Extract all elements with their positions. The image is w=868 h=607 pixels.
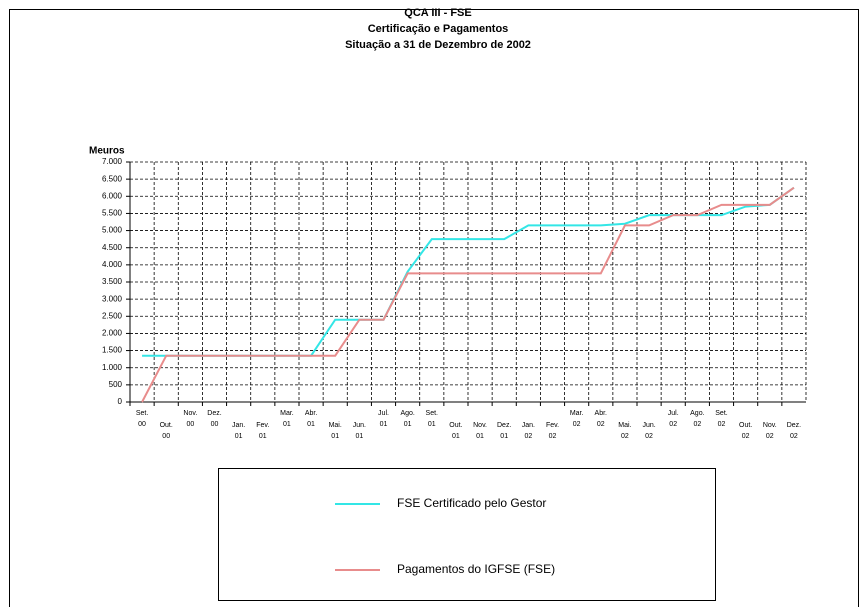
chart-title: QCA III - FSE [404,7,471,19]
y-tick-label: 0 [118,397,123,406]
x-tick-label: Jun. 01 [352,422,366,440]
x-tick-label: Set. 01 [425,410,438,428]
x-tick-label: Dez. 01 [497,422,512,440]
frame [9,9,859,607]
y-tick-label: 4.500 [102,243,123,252]
x-tick-label: Dez. 02 [786,422,802,440]
y-tick-label: 500 [109,380,123,389]
x-tick-label: Dez. 00 [207,410,222,428]
x-tick-label: Jan. 02 [521,422,535,440]
x-tick-label: Fev. 01 [256,422,270,440]
x-tick-label: Mar. 01 [280,410,294,428]
x-tick-label: Fev. 02 [545,422,560,440]
x-tick-label: Jul. 01 [378,410,389,428]
x-tick-label: Jul. 02 [667,410,679,428]
x-tick-label: Set. 00 [135,410,149,428]
x-tick-label: Mai. 02 [618,422,632,440]
chart-subtitle: Certificação e Pagamentos [368,23,509,35]
y-axis-label: Meuros [89,146,125,157]
legend-label: FSE Certificado pelo Gestor [397,496,546,510]
x-tick-label: Nov. 02 [762,422,777,440]
series-line [141,186,795,403]
y-tick-label: 3.500 [102,277,123,286]
x-tick-label: Nov. 00 [183,410,198,428]
x-tick-label: Mai. 01 [328,422,342,440]
y-tick-label: 5.500 [102,209,123,218]
x-tick-label: Abr. 01 [304,410,318,428]
y-tick-label: 4.000 [102,260,123,269]
legend [218,468,716,601]
chart-subtitle: Situação a 31 de Dezembro de 2002 [345,39,531,51]
y-tick-label: 6.500 [102,174,123,183]
y-tick-label: 3.000 [102,294,123,303]
y-tick-label: 1.000 [102,363,123,372]
x-tick-label: Ago. 02 [690,410,705,428]
x-tick-label: Out. 00 [159,422,173,440]
x-tick-label: Mar. 02 [569,410,584,428]
x-tick-label: Nov. 01 [473,422,487,440]
x-tick-label: Abr. 02 [594,410,607,428]
y-tick-label: 1.500 [102,346,123,355]
x-tick-label: Out. 01 [449,422,463,440]
x-tick-label: Out. 02 [739,422,753,440]
y-tick-label: 2.500 [102,311,123,320]
x-tick-label: Set. 02 [715,410,728,428]
x-tick-label: Jun. 02 [642,422,656,440]
x-tick-label: Jan. 01 [232,422,246,440]
legend-label: Pagamentos do IGFSE (FSE) [397,562,555,576]
y-tick-label: 6.000 [102,191,123,200]
y-tick-label: 7.000 [102,157,123,166]
y-tick-label: 5.000 [102,226,123,235]
y-tick-label: 2.000 [102,329,123,338]
x-tick-label: Ago. 01 [400,410,415,428]
